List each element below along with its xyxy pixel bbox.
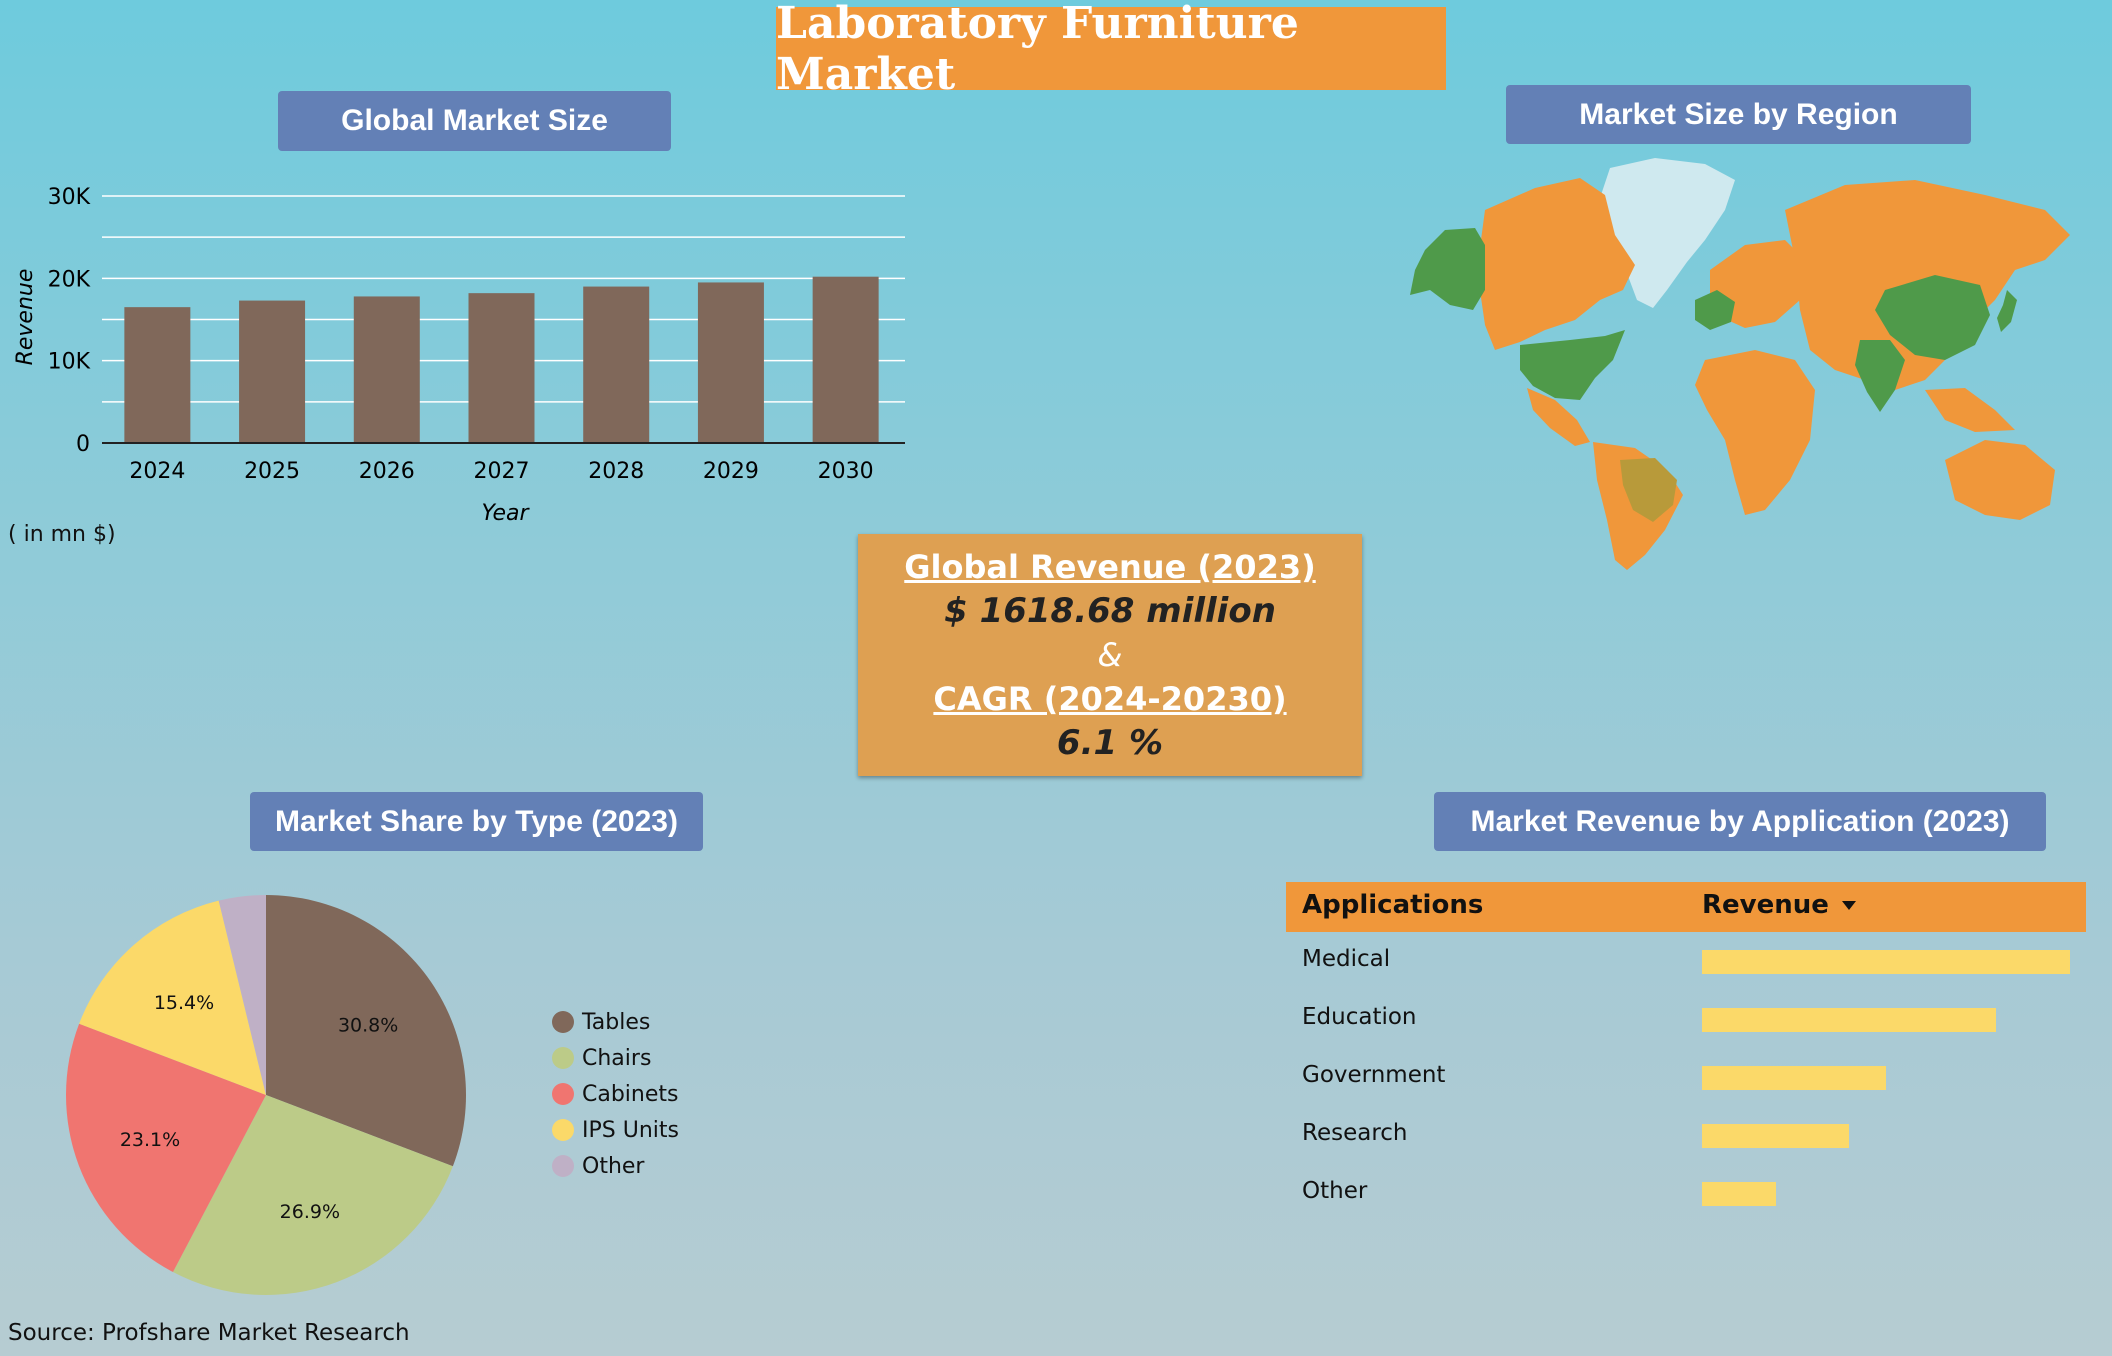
- table-row: Education: [1286, 990, 2086, 1048]
- table-row: Research: [1286, 1106, 2086, 1164]
- y-tick-label: 20K: [48, 267, 91, 292]
- map-brazil: [1620, 458, 1677, 522]
- legend-item[interactable]: Tables: [552, 1004, 679, 1040]
- x-tick-label: 2024: [129, 459, 185, 484]
- map-alaska: [1410, 228, 1485, 310]
- x-tick-label: 2025: [244, 459, 300, 484]
- triangle-down-icon: [1841, 901, 1856, 910]
- revenue-bar: [1702, 950, 2070, 974]
- map-africa: [1695, 350, 1815, 515]
- x-tick-label: 2026: [359, 459, 415, 484]
- x-axis-label: Year: [481, 501, 530, 526]
- y-axis-label: Revenue: [13, 269, 38, 366]
- legend-swatch: [552, 1011, 574, 1033]
- pie-slice: [172, 1095, 453, 1295]
- pie-value-label: 30.8%: [338, 1015, 398, 1037]
- pie-slice: [218, 895, 266, 1095]
- type-share-title: Market Share by Type (2023): [250, 792, 703, 851]
- page-title: Laboratory Furniture Market: [776, 0, 1446, 100]
- legend-label: Other: [582, 1153, 645, 1179]
- bar: [468, 293, 535, 443]
- map-australia: [1945, 440, 2055, 520]
- map-mexico: [1527, 388, 1590, 446]
- revenue-label: Global Revenue (2023): [904, 548, 1316, 586]
- table-row: Other: [1286, 1164, 2086, 1222]
- summary-box: Global Revenue (2023) $ 1618.68 million …: [858, 534, 1362, 776]
- legend-swatch: [552, 1083, 574, 1105]
- pie-value-label: 15.4%: [154, 992, 214, 1014]
- legend-item[interactable]: Cabinets: [552, 1076, 679, 1112]
- pie-slice: [79, 900, 266, 1095]
- bar: [124, 307, 191, 443]
- x-tick-label: 2030: [818, 459, 874, 484]
- cagr-value: 6.1 %: [1056, 723, 1164, 763]
- legend-item[interactable]: Chairs: [552, 1040, 679, 1076]
- legend-label: IPS Units: [582, 1117, 679, 1143]
- y-tick-label: 0: [76, 432, 90, 457]
- world-map: [1410, 158, 2070, 570]
- bar: [239, 300, 306, 443]
- map-japan: [1997, 290, 2017, 332]
- application-label: Education: [1302, 1004, 1417, 1030]
- legend-item[interactable]: IPS Units: [552, 1112, 679, 1148]
- bar: [353, 296, 420, 443]
- pie-value-label: 26.9%: [280, 1201, 340, 1223]
- revenue-bar: [1702, 1066, 1886, 1090]
- legend-item[interactable]: Other: [552, 1148, 679, 1184]
- revenue-value: $ 1618.68 million: [944, 591, 1276, 631]
- application-label: Other: [1302, 1178, 1368, 1204]
- pie-chart: 30.8% 26.9% 23.1% 15.4%: [65, 895, 466, 1295]
- application-label: Government: [1302, 1062, 1446, 1088]
- pie-slice: [266, 895, 466, 1167]
- bar: [812, 276, 879, 443]
- pie-legend: Tables Chairs Cabinets IPS Units Other: [552, 1004, 679, 1184]
- column-revenue-label: Revenue: [1702, 890, 1829, 920]
- map-canada: [1477, 178, 1635, 350]
- application-label: Research: [1302, 1120, 1408, 1146]
- bar-chart: 2024 2025 2026 2027 2028 2029 2030 010K20K30K …: [13, 185, 905, 526]
- bar: [697, 282, 764, 443]
- revenue-bar: [1702, 1124, 1850, 1148]
- pie-value-label: 23.1%: [120, 1129, 180, 1151]
- y-tick-label: 10K: [48, 350, 91, 375]
- table-row: Government: [1286, 1048, 2086, 1106]
- y-tick-label: 30K: [48, 185, 91, 210]
- unit-note: ( in mn $): [8, 522, 116, 547]
- bar: [583, 286, 650, 443]
- map-china: [1875, 275, 1990, 360]
- cagr-label: CAGR (2024-20230): [933, 680, 1287, 718]
- map-western-europe: [1695, 290, 1735, 330]
- legend-label: Cabinets: [582, 1081, 679, 1107]
- application-title: Market Revenue by Application (2023): [1434, 792, 2046, 851]
- pie-slice: [65, 1023, 266, 1273]
- map-india: [1855, 340, 1905, 412]
- ampersand: &: [1097, 636, 1123, 674]
- revenue-bar: [1702, 1008, 1997, 1032]
- global-market-size-title: Global Market Size: [278, 91, 671, 151]
- map-usa: [1520, 330, 1625, 400]
- application-table-header: Applications Revenue: [1286, 882, 2086, 932]
- legend-swatch: [552, 1155, 574, 1177]
- table-row: Medical: [1286, 932, 2086, 990]
- map-southeast-asia: [1925, 388, 2015, 432]
- x-tick-label: 2028: [588, 459, 644, 484]
- application-label: Medical: [1302, 946, 1391, 972]
- region-title: Market Size by Region: [1506, 85, 1971, 144]
- column-revenue[interactable]: Revenue: [1702, 890, 1857, 920]
- legend-swatch: [552, 1119, 574, 1141]
- legend-swatch: [552, 1047, 574, 1069]
- x-tick-label: 2029: [703, 459, 759, 484]
- column-applications: Applications: [1302, 890, 1484, 920]
- legend-label: Tables: [582, 1009, 651, 1035]
- revenue-bar: [1702, 1182, 1776, 1206]
- legend-label: Chairs: [582, 1045, 652, 1071]
- map-greenland: [1601, 158, 1735, 308]
- x-tick-label: 2027: [474, 459, 530, 484]
- source-note: Source: Profshare Market Research: [8, 1320, 410, 1346]
